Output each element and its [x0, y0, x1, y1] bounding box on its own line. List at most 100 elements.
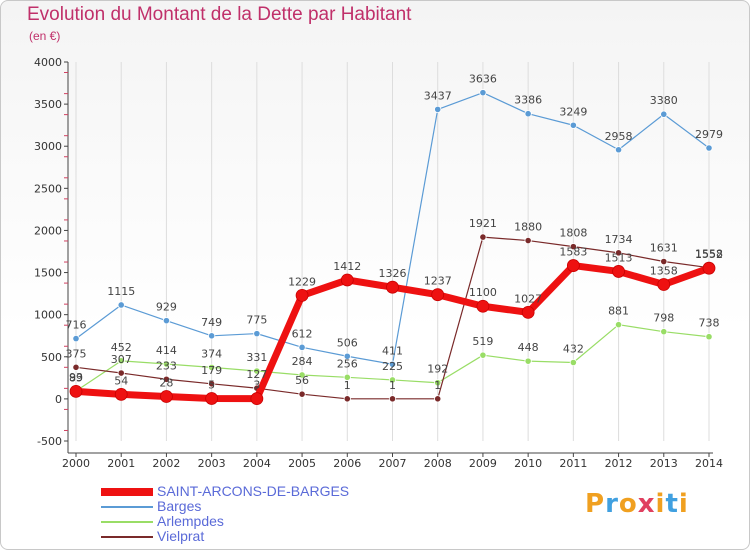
data-label: 127 — [246, 368, 267, 381]
y-tick-label: 0 — [55, 393, 62, 406]
chart-title: Evolution du Montant de la Dette par Hab… — [27, 4, 412, 25]
data-point — [521, 305, 535, 319]
y-tick-label: 500 — [41, 351, 62, 364]
y-tick-label: -500 — [37, 435, 62, 448]
data-label: 3386 — [514, 94, 542, 107]
data-label: 612 — [292, 327, 313, 340]
x-tick-label: 2001 — [107, 457, 135, 470]
data-point — [566, 259, 580, 272]
x-tick-label: 2007 — [379, 457, 407, 470]
data-label: 1115 — [107, 285, 135, 298]
data-label: 233 — [156, 359, 177, 372]
data-point — [162, 317, 171, 325]
y-tick-label: 2500 — [34, 182, 62, 195]
data-label: 1631 — [650, 242, 678, 255]
data-point — [162, 375, 171, 383]
logo-letter: t — [665, 489, 679, 519]
data-label: 192 — [427, 363, 448, 376]
data-label: 1 — [344, 379, 351, 392]
data-label: 1 — [434, 379, 441, 392]
legend-label: SAINT-ARCONS-DE-BARGES — [157, 483, 350, 499]
data-label: 54 — [114, 374, 128, 387]
legend-label: Vielprat — [157, 528, 205, 544]
data-point — [614, 321, 623, 329]
data-label: 3636 — [469, 73, 497, 86]
data-label: 1808 — [559, 227, 587, 240]
data-point — [388, 376, 397, 384]
data-label: 89 — [69, 371, 83, 384]
data-point — [388, 395, 397, 403]
data-point — [657, 278, 671, 291]
data-point — [208, 332, 216, 340]
x-tick-label: 2008 — [424, 457, 452, 470]
data-label: 1412 — [333, 260, 361, 273]
x-tick-label: 2000 — [62, 457, 90, 470]
data-point — [524, 357, 532, 365]
data-point — [705, 144, 713, 152]
data-point — [524, 236, 532, 245]
y-tick-label: 3000 — [34, 140, 62, 153]
data-label: 3437 — [424, 89, 452, 102]
data-point — [208, 380, 216, 388]
data-point — [569, 121, 577, 129]
data-point — [69, 384, 83, 398]
legend-label: Arlempdes — [157, 513, 224, 529]
x-tick-label: 2012 — [605, 457, 633, 470]
data-label: 452 — [111, 341, 132, 354]
data-point — [434, 395, 442, 403]
data-label: 1027 — [514, 292, 542, 305]
x-tick-label: 2002 — [152, 457, 180, 470]
data-label: 3 — [253, 379, 260, 392]
data-label: 1921 — [469, 217, 497, 230]
x-tick-label: 2011 — [559, 457, 587, 470]
x-tick-label: 2014 — [695, 457, 723, 470]
data-labels: 89 54 28 5 3 1229 1412 1326 1237 1100 1027 1583 1513… — [66, 73, 724, 392]
legend-label: Barges — [157, 498, 202, 514]
x-tick-label: 2010 — [514, 457, 542, 470]
data-point — [117, 369, 125, 377]
data-label: 881 — [608, 305, 629, 318]
x-tick-label: 2003 — [198, 457, 226, 470]
data-label: 716 — [66, 319, 87, 332]
data-point — [660, 110, 668, 118]
data-label: 929 — [156, 301, 177, 314]
data-point — [569, 358, 577, 367]
data-point — [117, 301, 125, 309]
data-point — [479, 89, 487, 97]
data-label: 738 — [699, 317, 720, 330]
logo-letter: x — [637, 489, 656, 519]
data-label: 1237 — [424, 275, 452, 288]
data-point — [524, 110, 532, 118]
data-label: 331 — [246, 351, 267, 364]
data-point — [250, 392, 264, 406]
x-tick-label: 2013 — [650, 457, 678, 470]
data-label: 375 — [66, 347, 87, 360]
y-tick-label: 3500 — [34, 98, 62, 111]
data-point — [614, 249, 623, 257]
data-label: 414 — [156, 344, 177, 357]
data-point — [660, 257, 668, 266]
data-label: 411 — [382, 344, 403, 357]
data-point — [298, 371, 306, 379]
data-label: 775 — [246, 314, 267, 327]
logo-letter: P — [585, 489, 606, 519]
x-tick-label: 2005 — [288, 457, 316, 470]
data-point — [431, 288, 445, 302]
data-label: 1229 — [288, 275, 316, 288]
data-point — [208, 363, 216, 371]
data-label: 28 — [159, 377, 173, 390]
data-point — [343, 395, 351, 403]
data-point — [479, 233, 487, 241]
y-tick-label: 1500 — [34, 267, 62, 280]
logo-letter: o — [618, 489, 638, 519]
data-point — [162, 360, 171, 368]
data-point — [72, 334, 80, 343]
data-label: 1100 — [469, 286, 497, 299]
data-label: 1734 — [605, 233, 633, 246]
data-label: 5 — [208, 378, 215, 391]
data-point — [614, 146, 623, 154]
x-tick-label: 2006 — [333, 457, 361, 470]
legend-swatch — [101, 488, 153, 496]
data-label: 2979 — [695, 128, 723, 141]
